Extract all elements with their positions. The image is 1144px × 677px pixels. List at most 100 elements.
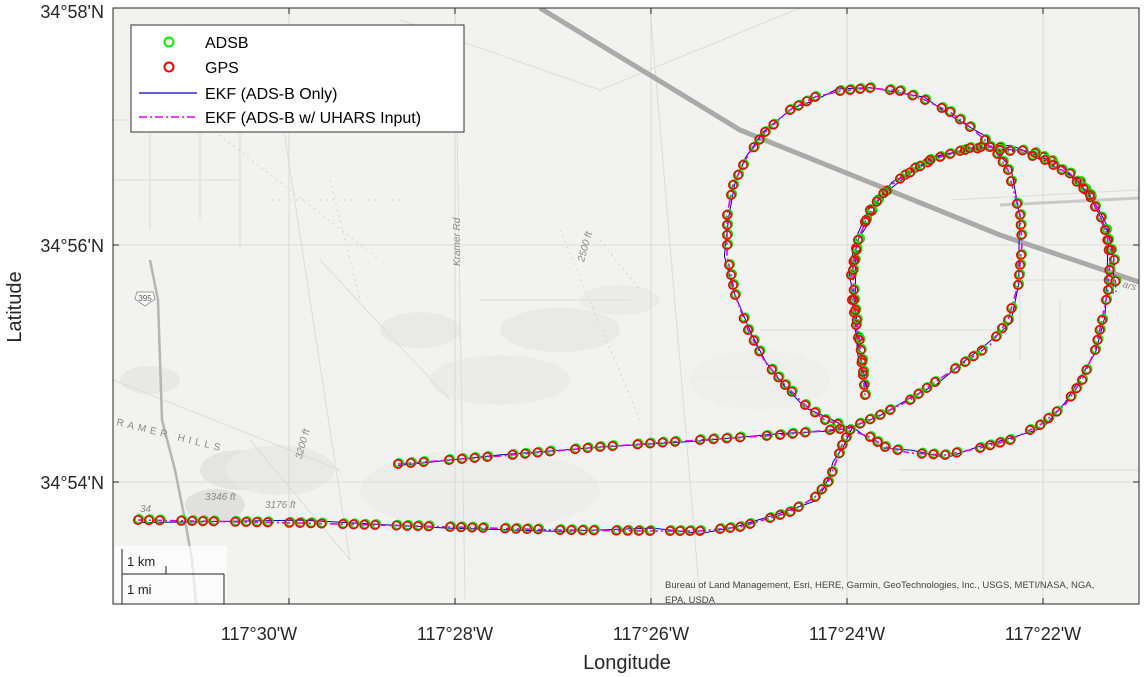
gps-marker	[644, 525, 655, 536]
adsb-marker	[876, 408, 887, 419]
gps-marker	[721, 433, 732, 444]
gps-marker	[809, 407, 820, 418]
adsb-marker	[734, 169, 745, 180]
adsb-marker	[977, 344, 988, 355]
gps-marker	[864, 83, 875, 94]
legend-box	[130, 24, 465, 133]
gps-marker	[976, 345, 987, 356]
adsb-marker	[403, 519, 414, 530]
adsb-marker	[1066, 167, 1077, 178]
adsb-marker	[521, 447, 532, 458]
adsb-marker	[285, 516, 296, 527]
adsb-marker	[1086, 189, 1097, 200]
adsb-marker	[533, 446, 544, 457]
map-label-us395: 395	[138, 294, 152, 303]
gps-marker	[994, 437, 1005, 448]
gps-marker	[569, 444, 580, 455]
adsb-marker	[992, 330, 1003, 341]
gps-marker	[337, 519, 348, 530]
gps-marker	[519, 448, 530, 459]
adsb-marker	[177, 514, 188, 525]
gps-marker	[856, 354, 867, 365]
adsb-marker	[567, 524, 578, 535]
adsb-marker	[739, 159, 750, 170]
gps-marker	[359, 519, 370, 530]
gps-marker	[208, 516, 219, 527]
adsb-marker	[1026, 423, 1037, 434]
gps-marker	[742, 324, 753, 335]
gps-marker	[799, 399, 810, 410]
gps-marker	[444, 521, 455, 532]
adsb-marker	[608, 440, 619, 451]
gps-marker	[921, 382, 932, 393]
adsb-marker	[952, 446, 963, 457]
adsb-marker	[986, 141, 997, 152]
gps-marker	[694, 434, 705, 445]
map-label-elev-3346: 3346 ft	[205, 492, 237, 503]
adsb-marker	[749, 141, 760, 152]
gps-marker	[759, 127, 770, 138]
adsb-marker	[906, 393, 917, 404]
adsb-marker	[1110, 254, 1121, 265]
gps-marker	[594, 441, 605, 452]
adsb-marker	[847, 268, 858, 279]
adsb-marker	[556, 523, 567, 534]
gps-marker	[919, 95, 930, 106]
gps-marker	[860, 215, 871, 226]
gps-marker	[847, 264, 858, 275]
gps-marker	[1106, 245, 1117, 256]
adsb-marker	[981, 134, 992, 145]
adsb-marker	[727, 268, 738, 279]
gps-marker	[997, 157, 1008, 168]
gps-marker	[1005, 176, 1016, 187]
adsb-marker	[852, 318, 863, 329]
gps-marker	[554, 524, 565, 535]
adsb-marker	[623, 524, 634, 535]
gps-marker	[1014, 210, 1025, 221]
adsb-marker	[696, 433, 707, 444]
adsb-marker	[1066, 390, 1077, 401]
gps-marker	[939, 449, 950, 460]
adsb-marker	[658, 436, 669, 447]
adsb-marker	[996, 144, 1007, 155]
gps-marker	[954, 114, 965, 125]
gps-marker	[521, 524, 532, 535]
gps-marker	[994, 145, 1005, 156]
gps-marker	[840, 432, 851, 443]
adsb-marker	[833, 417, 844, 428]
map-label-peak-fragment: 34	[140, 504, 152, 515]
gps-marker	[577, 525, 588, 536]
adsb-marker	[946, 148, 957, 159]
gps-marker	[507, 449, 518, 460]
gps-marker	[884, 404, 895, 415]
legend-ekf-only-label: EKF (ADS-B Only)	[205, 86, 337, 103]
adsb-marker	[317, 517, 328, 528]
x-tick-label-4: 117°22'W	[1005, 624, 1081, 644]
gps-marker	[894, 173, 905, 184]
adsb-marker	[821, 413, 832, 424]
adsb-marker	[956, 145, 967, 156]
gps-marker	[826, 466, 837, 477]
adsb-marker	[866, 204, 877, 215]
gps-marker	[1097, 314, 1108, 325]
adsb-marker	[951, 362, 962, 373]
gps-marker	[1025, 424, 1036, 435]
gps-marker	[964, 122, 975, 133]
gps-marker	[764, 512, 775, 523]
gps-marker	[878, 188, 889, 199]
adsb-marker	[776, 428, 787, 439]
gps-marker	[784, 506, 795, 517]
adsb-marker	[445, 453, 456, 464]
track-markers-group	[133, 82, 1122, 536]
adsb-marker	[896, 85, 907, 96]
adsb-marker	[646, 524, 657, 535]
adsb-marker	[854, 234, 865, 245]
x-tick-label-1: 117°28'W	[417, 624, 493, 644]
gps-marker	[959, 356, 970, 367]
gps-marker	[582, 443, 593, 454]
adsb-marker	[1013, 197, 1024, 208]
scale-km-label: 1 km	[127, 554, 155, 569]
adsb-marker	[371, 518, 382, 529]
adsb-marker	[578, 524, 589, 535]
gps-marker	[622, 525, 633, 536]
